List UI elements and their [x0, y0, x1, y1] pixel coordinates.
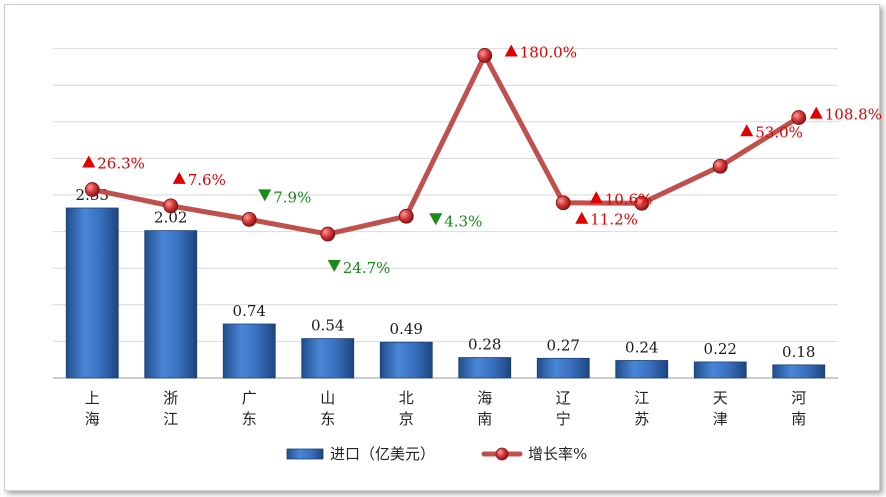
rate-label: 53.0%	[755, 123, 803, 141]
legend-line-label: 增长率%	[528, 445, 587, 463]
category-label: 天津	[713, 389, 728, 428]
bar-value-label: 0.28	[468, 336, 501, 354]
up-triangle-icon	[504, 44, 518, 57]
rate-label: 10.6%	[605, 190, 653, 208]
legend-line-marker	[495, 447, 509, 461]
bar-5	[458, 357, 512, 379]
category-label: 江苏	[634, 389, 649, 428]
bar-7	[615, 360, 669, 379]
line-series	[84, 48, 807, 242]
bar-value-label: 0.24	[625, 338, 658, 356]
bar-value-label: 0.22	[704, 340, 737, 358]
down-triangle-icon	[258, 189, 272, 202]
legend-bar-swatch	[286, 448, 324, 460]
rate-label: 180.0%	[520, 43, 577, 61]
line-point-6	[555, 195, 571, 211]
up-triangle-icon	[575, 211, 589, 224]
line-point-8	[712, 158, 728, 174]
bar-value-label: 0.54	[311, 317, 344, 335]
category-label: 河南	[791, 389, 806, 428]
rate-label: 26.3%	[97, 155, 145, 173]
legend: 进口（亿美元） 增长率%	[286, 445, 587, 463]
bar-1	[144, 230, 198, 379]
bar-0	[65, 207, 119, 379]
bar-value-label: 0.49	[390, 320, 423, 338]
up-triangle-icon	[172, 171, 186, 184]
category-label: 浙江	[163, 389, 178, 428]
bar-value-label: 2.02	[154, 209, 187, 227]
legend-bar-label: 进口（亿美元）	[330, 445, 435, 463]
bar-4	[379, 341, 433, 379]
bar-6	[536, 357, 590, 379]
down-triangle-icon	[429, 213, 443, 226]
category-label: 山东	[320, 389, 335, 428]
up-triangle-icon	[809, 106, 823, 119]
line-point-1	[163, 198, 179, 214]
line-point-5	[477, 48, 493, 63]
category-label: 北京	[399, 389, 414, 428]
rate-label: 7.6%	[188, 171, 226, 189]
line-point-9	[791, 110, 807, 125]
rate-label: 11.2%	[590, 211, 638, 229]
category-label: 上海	[85, 389, 100, 428]
rate-label: 108.8%	[825, 106, 882, 124]
bar-value-label: 0.27	[547, 336, 580, 354]
rate-label: 24.7%	[343, 259, 391, 277]
bar-2	[222, 323, 276, 379]
rate-label: 4.3%	[444, 212, 482, 230]
category-label: 海南	[477, 389, 492, 428]
line-point-4	[398, 208, 414, 224]
bar-value-label: 0.18	[782, 343, 815, 361]
bar-series	[65, 207, 826, 379]
up-triangle-icon	[589, 191, 603, 204]
growth-line	[91, 52, 801, 237]
line-point-2	[241, 211, 257, 227]
bar-value-labels: 2.332.020.740.540.490.280.270.240.220.18	[76, 186, 816, 361]
line-point-7	[634, 195, 650, 211]
rate-label: 7.9%	[273, 188, 311, 206]
bar-9	[772, 364, 826, 379]
category-label: 辽宁	[556, 389, 571, 428]
bar-3	[301, 338, 355, 379]
bar-8	[693, 361, 747, 379]
up-triangle-icon	[82, 155, 96, 168]
down-triangle-icon	[327, 260, 341, 273]
category-label: 广东	[242, 389, 257, 428]
rate-labels: 26.3% 7.6% 7.9% 24.7% 4.3% 180.0% 11.2% 10.6% 53…	[82, 43, 882, 277]
line-point-3	[320, 226, 336, 242]
bar-value-label: 0.74	[233, 302, 266, 320]
up-triangle-icon	[740, 124, 754, 137]
line-point-0	[84, 182, 100, 197]
category-labels: 上海 浙江 广东 山东 北京 海南 辽宁 江苏 天津 河南	[85, 389, 807, 428]
